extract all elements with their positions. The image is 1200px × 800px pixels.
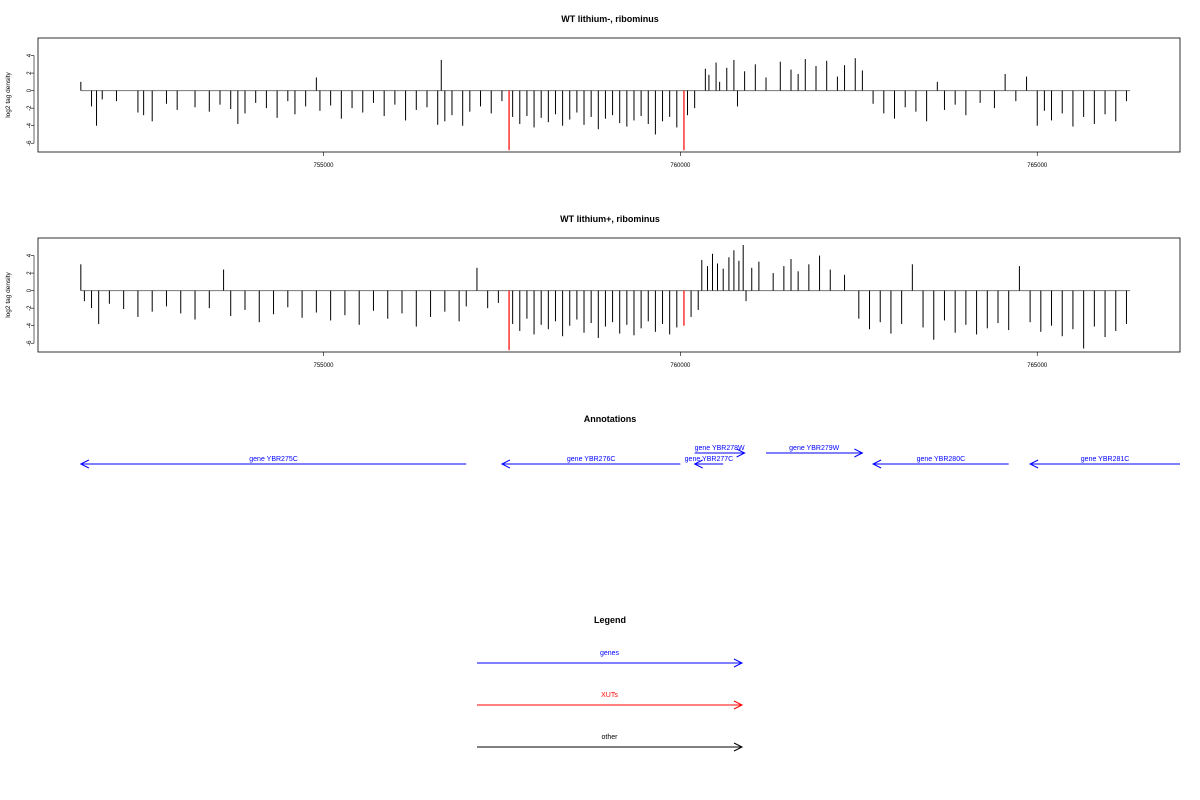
y-tick-label: 0 <box>27 88 33 92</box>
legend-label: XUTs <box>601 692 618 699</box>
x-tick-label: 765000 <box>1027 163 1048 169</box>
arrow-head-right-icon <box>733 700 744 710</box>
gene-label: gene YBR280C <box>917 456 966 463</box>
y-tick-label: 2 <box>27 71 33 75</box>
gene-annotation: gene YBR280C <box>871 456 1009 469</box>
y-tick-label: -4 <box>27 122 33 128</box>
x-tick-label: 760000 <box>670 363 691 369</box>
arrow-head-right-icon <box>733 658 744 668</box>
panel-lithium-plus: WT lithium+, ribominus log2 tag density … <box>5 214 1181 369</box>
y-tick-label: -6 <box>27 340 33 346</box>
y-tick-label: 4 <box>27 53 33 57</box>
x-tick-label: 755000 <box>313 163 334 169</box>
gene-annotation: gene YBR279W <box>766 445 864 458</box>
gene-annotation: gene YBR278W <box>695 445 746 458</box>
y-tick-label: 0 <box>27 288 33 292</box>
y-tick-label: -2 <box>27 305 33 311</box>
legend-entries: genes XUTs other <box>477 650 744 752</box>
y-tick-label: -2 <box>27 105 33 111</box>
x-tick-label: 755000 <box>313 363 334 369</box>
gene-annotation: gene YBR281C <box>1028 456 1180 469</box>
legend-label: genes <box>600 650 620 657</box>
y-tick-label: -4 <box>27 322 33 328</box>
legend-entry: other <box>477 734 744 752</box>
y-ticks: -6 -4 -2 0 2 4 <box>27 53 35 146</box>
gene-label: gene YBR278W <box>695 445 745 452</box>
arrow-head-left-icon <box>79 459 90 469</box>
y-tick-label: 2 <box>27 271 33 275</box>
legend-entry: XUTs <box>477 692 744 710</box>
gene-label: gene YBR277C <box>685 456 734 463</box>
legend-title: Legend <box>594 615 626 625</box>
plot-frame <box>37 237 1181 353</box>
gene-label: gene YBR275C <box>249 456 298 463</box>
gene-annotation: gene YBR277C <box>685 456 734 469</box>
plot-frame <box>37 37 1181 153</box>
arrow-head-left-icon <box>693 459 703 469</box>
arrow-head-left-icon <box>500 459 511 469</box>
gene-arrows: gene YBR275C gene YBR276C gene YBR277C gene… <box>79 445 1180 469</box>
arrow-head-right-icon <box>736 448 746 458</box>
panel-title: WT lithium+, ribominus <box>560 214 660 224</box>
legend-entry: genes <box>477 650 744 668</box>
x-tick-label: 765000 <box>1027 363 1048 369</box>
legend: Legend genes XUTs other <box>477 615 744 752</box>
arrow-head-left-icon <box>1028 459 1039 469</box>
x-ticks: 755000 760000 765000 <box>313 352 1048 369</box>
y-axis-label: log2 tag density <box>5 271 12 317</box>
y-ticks: -6 -4 -2 0 2 4 <box>27 253 35 346</box>
y-tick-label: 4 <box>27 253 33 257</box>
panel-lithium-minus: WT lithium-, ribominus log2 tag density … <box>5 14 1181 169</box>
density-bars <box>80 58 1131 151</box>
annotations-title: Annotations <box>584 414 637 424</box>
gene-label: gene YBR279W <box>789 445 839 452</box>
x-ticks: 755000 760000 765000 <box>313 152 1048 169</box>
gene-annotation: gene YBR275C <box>79 456 467 469</box>
legend-label: other <box>602 734 619 741</box>
panel-title: WT lithium-, ribominus <box>561 14 659 24</box>
y-axis-label: log2 tag density <box>5 71 12 117</box>
arrow-head-right-icon <box>733 742 744 752</box>
arrow-head-right-icon <box>854 448 864 458</box>
annotations-track: Annotations gene YBR275C gene YBR276C gene… <box>79 414 1180 469</box>
y-tick-label: -6 <box>27 140 33 146</box>
x-tick-label: 760000 <box>670 163 691 169</box>
arrow-head-left-icon <box>871 459 882 469</box>
density-bars <box>80 245 1131 351</box>
gene-label: gene YBR276C <box>567 456 616 463</box>
gene-annotation: gene YBR276C <box>500 456 681 469</box>
gene-label: gene YBR281C <box>1081 456 1130 463</box>
